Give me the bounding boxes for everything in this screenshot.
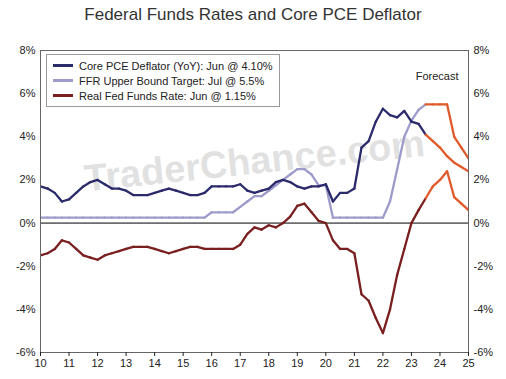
svg-text:8%: 8%	[20, 44, 36, 56]
svg-text:4%: 4%	[474, 130, 490, 142]
svg-text:22: 22	[377, 357, 389, 369]
svg-text:Forecast: Forecast	[416, 70, 459, 82]
html-text:Core PCE Deflator (YoY): Jun @: Core PCE Deflator (YoY): Jun @ 4.10%	[79, 59, 273, 72]
svg-text:24: 24	[434, 357, 446, 369]
svg-text:2%: 2%	[474, 173, 490, 185]
svg-text:14: 14	[149, 357, 161, 369]
svg-text:-6%: -6%	[474, 346, 494, 358]
svg-text:8%: 8%	[474, 44, 490, 56]
svg-text:20: 20	[320, 357, 332, 369]
svg-text:-4%: -4%	[16, 303, 36, 315]
svg-text:TraderChance.com: TraderChance.com	[82, 122, 427, 200]
svg-text:10: 10	[34, 357, 46, 369]
svg-text:19: 19	[291, 357, 303, 369]
svg-text:15: 15	[177, 357, 189, 369]
svg-text:13: 13	[120, 357, 132, 369]
html-text:FFR Upper Bound Target: Jul @: FFR Upper Bound Target: Jul @ 5.5%	[79, 74, 265, 87]
svg-text:-6%: -6%	[16, 346, 36, 358]
svg-text:6%: 6%	[474, 87, 490, 99]
svg-text:12: 12	[91, 357, 103, 369]
svg-text:23: 23	[405, 357, 417, 369]
svg-text:-2%: -2%	[474, 260, 494, 272]
svg-text:0%: 0%	[474, 217, 490, 229]
svg-text:21: 21	[348, 357, 360, 369]
svg-text:16: 16	[206, 357, 218, 369]
svg-text:18: 18	[263, 357, 275, 369]
svg-text:0%: 0%	[20, 217, 36, 229]
svg-text:-4%: -4%	[474, 303, 494, 315]
svg-text:4%: 4%	[20, 130, 36, 142]
svg-text:11: 11	[63, 357, 74, 369]
html-text:Federal Funds Rates and Core P: Federal Funds Rates and Core PCE Deflato…	[84, 5, 422, 24]
svg-text:17: 17	[234, 357, 246, 369]
svg-text:-2%: -2%	[16, 260, 36, 272]
html-text:Real Fed Funds Rate: Jun @ 1.1: Real Fed Funds Rate: Jun @ 1.15%	[79, 89, 256, 102]
svg-text:6%: 6%	[20, 87, 36, 99]
svg-text:2%: 2%	[20, 173, 36, 185]
svg-text:25: 25	[462, 357, 474, 369]
